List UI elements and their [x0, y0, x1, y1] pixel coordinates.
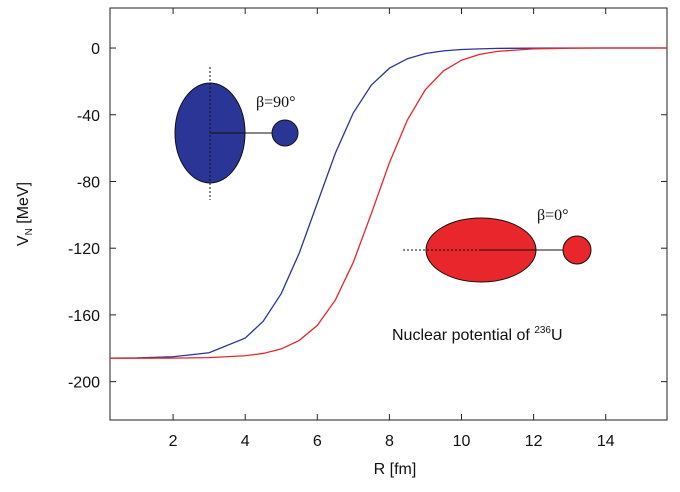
y-label-sub: N — [24, 228, 35, 235]
line-series — [110, 47, 667, 359]
plot-frame — [109, 7, 668, 421]
particle — [562, 235, 592, 265]
x-axis-label: R [fm] — [374, 461, 417, 478]
x-tick-label: 10 — [453, 433, 471, 450]
y-label-rest: [MeV] — [15, 182, 32, 228]
x-tick-label: 6 — [313, 433, 322, 450]
x-tick-label: 14 — [597, 433, 615, 450]
annotation: β=90° — [256, 94, 296, 111]
annotation-text: Nuclear potential of — [392, 327, 534, 344]
particle — [271, 119, 299, 147]
x-tick-label: 2 — [169, 433, 178, 450]
diagram-0 — [403, 217, 592, 283]
y-tick-label: -40 — [77, 108, 100, 125]
annotation-sup: 236 — [534, 325, 551, 336]
y-tick-label: -160 — [68, 308, 100, 325]
annotation: Nuclear potential of 236U — [392, 325, 563, 344]
y-axis-label: VN [MeV] — [15, 182, 35, 246]
y-tick-label: -80 — [77, 174, 100, 191]
annotation-element: U — [551, 327, 563, 344]
y-tick-label: -200 — [68, 375, 100, 392]
y-tick-label: 0 — [91, 41, 100, 58]
x-tick-label: 12 — [525, 433, 543, 450]
x-tick-label: 8 — [385, 433, 394, 450]
y-tick-label: -120 — [68, 241, 100, 258]
annotation: β=0° — [537, 207, 569, 224]
y-label-main: V — [15, 235, 32, 246]
diagram-90 — [174, 67, 299, 200]
x-tick-label: 4 — [241, 433, 250, 450]
